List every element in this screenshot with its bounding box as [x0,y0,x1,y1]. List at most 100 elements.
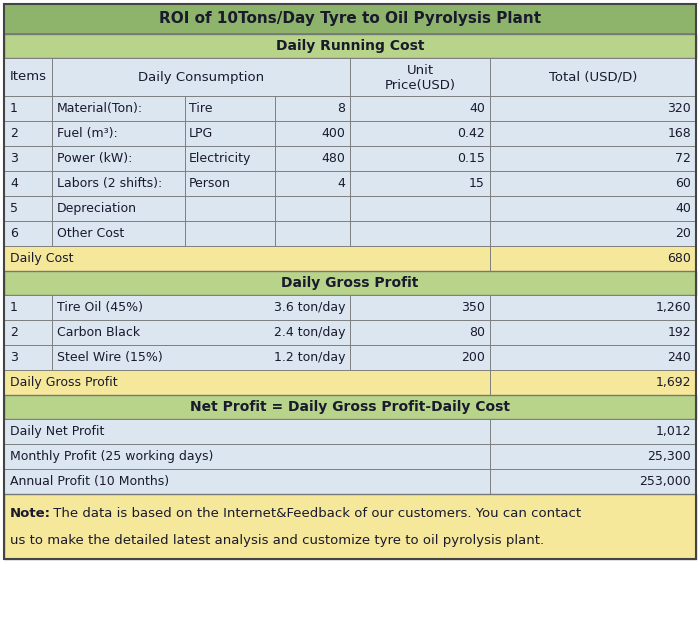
Bar [490,320,696,345]
Text: 192: 192 [667,326,691,339]
Text: Material(Ton):: Material(Ton): [57,102,143,115]
Bar [4,395,696,419]
Text: 1.2 ton/day: 1.2 ton/day [274,351,345,364]
Text: 0.42: 0.42 [457,127,485,140]
Bar [275,146,350,171]
Text: 15: 15 [469,177,485,190]
Bar [4,370,490,395]
Text: 20: 20 [675,227,691,240]
Text: Net Profit = Daily Gross Profit-Daily Cost: Net Profit = Daily Gross Profit-Daily Co… [190,400,510,414]
Bar [4,196,52,221]
Bar [52,58,350,96]
Text: 5: 5 [10,202,18,215]
Text: Tire Oil (45%): Tire Oil (45%) [57,301,143,314]
Text: 80: 80 [469,326,485,339]
Bar [490,246,696,271]
Text: Monthly Profit (25 working days): Monthly Profit (25 working days) [10,450,214,463]
Bar [490,196,696,221]
Bar [275,221,350,246]
Text: LPG: LPG [189,127,213,140]
Bar [350,196,490,221]
Text: 400: 400 [321,127,345,140]
Text: Depreciation: Depreciation [57,202,137,215]
Text: Other Cost: Other Cost [57,227,125,240]
Text: The data is based on the Internet&Feedback of our customers. You can contact: The data is based on the Internet&Feedba… [49,507,581,520]
Bar [52,345,350,370]
Bar [4,221,52,246]
Text: Daily Consumption: Daily Consumption [138,70,264,83]
Text: 4: 4 [10,177,18,190]
Text: Power (kW):: Power (kW): [57,152,132,165]
Text: 60: 60 [675,177,691,190]
Text: Daily Cost: Daily Cost [10,252,74,265]
Text: 1: 1 [10,301,18,314]
Text: 0.15: 0.15 [457,152,485,165]
Text: 40: 40 [675,202,691,215]
Bar [52,320,350,345]
Text: 240: 240 [667,351,691,364]
Bar [490,121,696,146]
Text: Note:: Note: [10,507,51,520]
Bar [4,295,52,320]
Bar [4,4,696,34]
Bar [4,271,696,295]
Text: Items: Items [10,70,47,83]
Bar [4,246,490,271]
Bar [52,171,185,196]
Text: Person: Person [189,177,231,190]
Text: 8: 8 [337,102,345,115]
Text: 2: 2 [10,326,18,339]
Text: 3: 3 [10,152,18,165]
Text: 320: 320 [667,102,691,115]
Bar [185,96,275,121]
Text: Steel Wire (15%): Steel Wire (15%) [57,351,162,364]
Bar [490,171,696,196]
Text: Carbon Black: Carbon Black [57,326,140,339]
Text: Annual Profit (10 Months): Annual Profit (10 Months) [10,475,169,488]
Text: Tire: Tire [189,102,213,115]
Text: 1,260: 1,260 [655,301,691,314]
Text: 480: 480 [321,152,345,165]
Bar [350,345,490,370]
Bar [275,171,350,196]
Bar [350,221,490,246]
Bar [4,171,52,196]
Bar [4,58,52,96]
Bar [490,469,696,494]
Bar [4,345,52,370]
Text: Electricity: Electricity [189,152,251,165]
Bar [490,146,696,171]
Bar [490,96,696,121]
Bar [52,295,350,320]
Bar [4,320,52,345]
Bar [490,444,696,469]
Text: Total (USD/D): Total (USD/D) [549,70,637,83]
Bar [275,121,350,146]
Bar [185,221,275,246]
Bar [350,146,490,171]
Text: 350: 350 [461,301,485,314]
Bar [350,121,490,146]
Text: 40: 40 [469,102,485,115]
Bar [4,4,696,559]
Text: Daily Running Cost: Daily Running Cost [276,39,424,53]
Text: 6: 6 [10,227,18,240]
Text: Fuel (m³):: Fuel (m³): [57,127,118,140]
Text: 25,300: 25,300 [648,450,691,463]
Text: ROI of 10Tons/Day Tyre to Oil Pyrolysis Plant: ROI of 10Tons/Day Tyre to Oil Pyrolysis … [159,12,541,27]
Bar [52,221,185,246]
Text: Unit: Unit [407,64,433,77]
Bar [490,58,696,96]
Text: 1,692: 1,692 [655,376,691,389]
Bar [490,419,696,444]
Text: 2.4 ton/day: 2.4 ton/day [274,326,345,339]
Bar [490,295,696,320]
Bar [185,121,275,146]
Text: 680: 680 [667,252,691,265]
Text: 1,012: 1,012 [655,425,691,438]
Bar [490,370,696,395]
Bar [4,34,696,58]
Bar [4,96,52,121]
Bar [4,121,52,146]
Bar [275,96,350,121]
